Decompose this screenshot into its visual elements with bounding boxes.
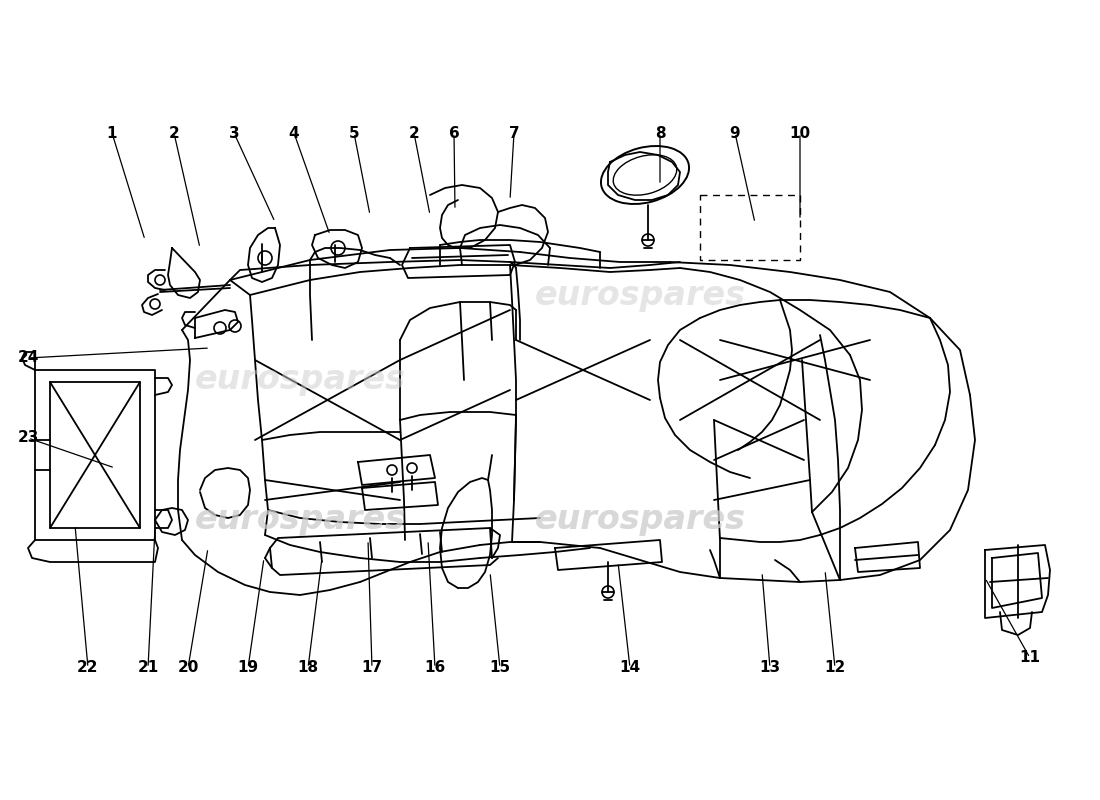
Text: 1: 1 xyxy=(107,126,118,141)
Text: 18: 18 xyxy=(297,661,319,675)
Text: 3: 3 xyxy=(229,126,240,141)
Text: 17: 17 xyxy=(362,661,383,675)
Text: 4: 4 xyxy=(288,126,299,141)
Text: 19: 19 xyxy=(238,661,258,675)
Text: 9: 9 xyxy=(729,126,740,141)
Text: eurospares: eurospares xyxy=(535,503,746,537)
Text: eurospares: eurospares xyxy=(195,503,406,537)
Text: eurospares: eurospares xyxy=(535,503,746,537)
Text: 7: 7 xyxy=(508,126,519,141)
Text: 6: 6 xyxy=(449,126,460,141)
Text: 22: 22 xyxy=(77,661,99,675)
Text: 8: 8 xyxy=(654,126,666,141)
Text: 13: 13 xyxy=(759,661,781,675)
Text: 5: 5 xyxy=(349,126,360,141)
Text: 20: 20 xyxy=(177,661,199,675)
Text: 2: 2 xyxy=(408,126,419,141)
Text: eurospares: eurospares xyxy=(195,503,406,537)
Text: 15: 15 xyxy=(490,661,510,675)
Text: 23: 23 xyxy=(18,430,38,446)
Text: 16: 16 xyxy=(425,661,446,675)
Text: eurospares: eurospares xyxy=(535,278,746,311)
Text: 14: 14 xyxy=(619,661,640,675)
Text: 12: 12 xyxy=(824,661,846,675)
Text: eurospares: eurospares xyxy=(195,363,406,397)
Text: 24: 24 xyxy=(18,350,38,366)
Text: 10: 10 xyxy=(790,126,811,141)
Text: 21: 21 xyxy=(138,661,158,675)
Text: 2: 2 xyxy=(168,126,179,141)
Text: 11: 11 xyxy=(1020,650,1041,666)
